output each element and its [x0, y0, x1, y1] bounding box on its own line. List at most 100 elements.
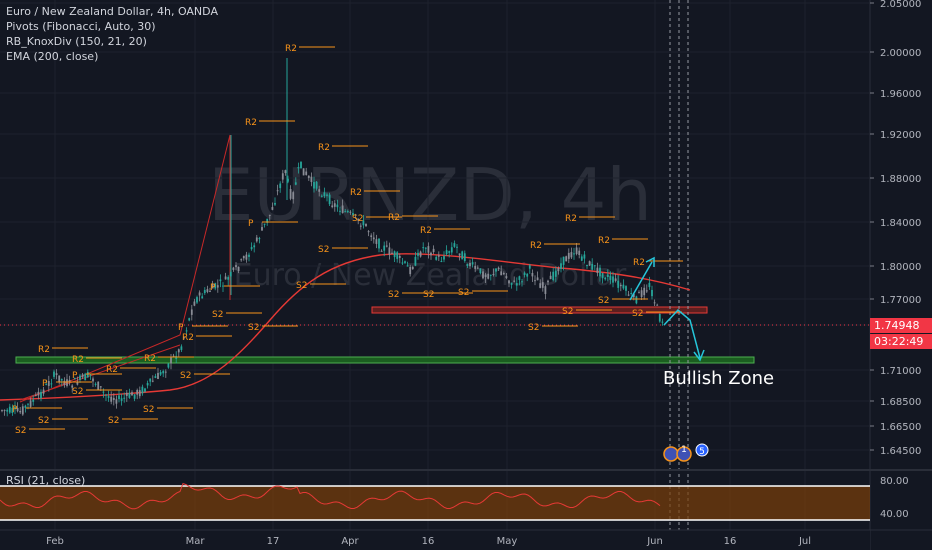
candle-body	[372, 237, 375, 240]
candle-body	[578, 250, 581, 256]
time-axis[interactable]	[0, 530, 870, 550]
vertical-markers	[669, 0, 689, 550]
pivot-label: S2	[180, 371, 191, 381]
candle-body	[456, 246, 458, 248]
candle-body	[180, 346, 183, 350]
svg-text:1: 1	[681, 445, 687, 455]
candle-body	[279, 183, 282, 189]
price-tick-label: 1.68500	[880, 397, 921, 408]
legend-ema[interactable]: EMA (200, close)	[6, 50, 99, 63]
candle-body	[24, 405, 27, 408]
candle-body	[554, 270, 557, 277]
candle-body	[99, 386, 102, 388]
candle-body	[453, 243, 456, 247]
candle-body	[466, 264, 469, 267]
candle-body	[411, 266, 414, 270]
event-icons[interactable]: 5 1	[663, 443, 709, 462]
candle-body	[281, 173, 284, 180]
pivot-label: R2	[182, 333, 194, 343]
price-tick-label: 2.00000	[880, 48, 921, 59]
candle-body	[94, 383, 97, 385]
candle-body	[227, 277, 230, 280]
candle-body	[393, 251, 396, 258]
candle-body	[118, 395, 120, 400]
candle-body	[406, 265, 409, 267]
candle-body	[79, 375, 81, 380]
candle-body	[549, 275, 552, 280]
pivot-label: S2	[108, 416, 119, 426]
candle-body	[476, 267, 479, 269]
price-tick-label: 1.80000	[880, 262, 921, 273]
candle-body	[107, 396, 110, 398]
pivot-label: R2	[633, 258, 645, 268]
candle-body	[263, 223, 266, 225]
candle-body	[29, 400, 32, 407]
candle-body	[617, 280, 620, 288]
candle-body	[198, 292, 201, 296]
candle-body	[19, 411, 22, 413]
support-zone[interactable]	[15, 356, 755, 364]
candle-body	[505, 276, 508, 278]
candle-body	[625, 286, 627, 291]
candle-body	[458, 253, 461, 256]
candle-body	[294, 182, 297, 185]
candle-body	[573, 253, 575, 255]
pivot-label: S2	[562, 307, 573, 317]
pivot-label: S2	[38, 416, 49, 426]
price-axis[interactable]	[870, 0, 932, 550]
candle-body	[528, 265, 531, 269]
time-tick-label: Mar	[186, 536, 206, 547]
candle-body	[193, 301, 196, 306]
candle-body	[206, 289, 209, 292]
rsi-legend[interactable]: RSI (21, close)	[6, 474, 86, 487]
candle-body	[154, 376, 157, 378]
legend-title[interactable]: Euro / New Zealand Dollar, 4h, OANDA	[6, 5, 218, 18]
candle-body	[315, 181, 318, 189]
time-tick-label: 16	[724, 536, 737, 547]
candle-body	[398, 255, 401, 258]
candle-body	[643, 287, 646, 296]
candle-body	[635, 296, 638, 304]
candle-body	[380, 250, 383, 252]
candle-body	[71, 385, 74, 388]
candle-body	[110, 396, 113, 402]
rsi-axis-labels: 80.00 40.00	[880, 476, 909, 520]
candle-body	[307, 175, 310, 178]
pivot-label: R2	[106, 365, 118, 375]
last-price-tag: 1.74948	[870, 318, 932, 333]
candle-body	[289, 189, 292, 199]
pivot-label: S2	[388, 290, 399, 300]
legend-knoxdiv[interactable]: RB_KnoxDiv (150, 21, 20)	[6, 35, 147, 48]
countdown-tag: 03:22:49	[870, 334, 932, 349]
candle-body	[27, 403, 29, 405]
pivot-label: P	[178, 323, 184, 333]
candle-body	[552, 271, 555, 281]
candle-body	[297, 167, 300, 169]
candle-body	[388, 247, 391, 255]
candle-body	[21, 406, 24, 415]
legend-pivots[interactable]: Pivots (Fibonacci, Auto, 30)	[6, 20, 156, 33]
candle-body	[320, 195, 323, 197]
resistance-zone[interactable]	[371, 306, 708, 314]
candle-body	[575, 247, 578, 255]
candle-body	[469, 262, 471, 267]
candle-body	[16, 407, 19, 412]
candle-body	[352, 213, 354, 216]
candle-body	[1, 410, 3, 412]
candle-body	[76, 381, 79, 385]
pivot-label: P	[72, 371, 78, 381]
chart-legend[interactable]: Euro / New Zealand Dollar, 4h, OANDA Piv…	[6, 4, 218, 64]
candle-body	[40, 391, 42, 399]
bullish-zone-label: Bullish Zone	[663, 368, 775, 389]
candle-body	[534, 280, 536, 282]
candle-body	[190, 309, 193, 315]
candle-body	[125, 392, 128, 396]
candle-body	[73, 377, 76, 380]
candle-body	[409, 266, 412, 275]
candle-body	[3, 409, 6, 411]
rsi-tick-label: 80.00	[880, 476, 909, 487]
candle-body	[593, 265, 596, 267]
candle-body	[63, 380, 66, 385]
